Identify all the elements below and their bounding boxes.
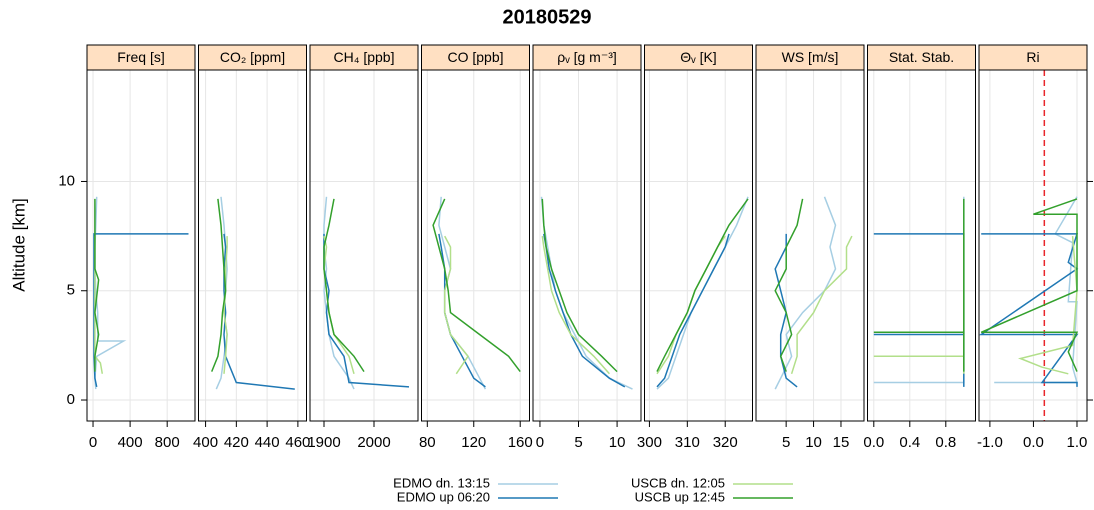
x-tick-label: 800 xyxy=(155,434,180,451)
profile-line xyxy=(541,235,610,375)
strip-title: Stat. Stab. xyxy=(889,49,954,65)
x-tick-label: 1900 xyxy=(307,434,340,451)
x-tick-label: 160 xyxy=(508,434,533,451)
profile-line xyxy=(94,198,100,372)
y-tick-label: 10 xyxy=(58,172,75,189)
x-tick-label: 1.0 xyxy=(1067,434,1088,451)
strip-title: Θᵥ [K] xyxy=(680,49,716,65)
x-tick-label: 120 xyxy=(461,434,486,451)
strip-title: CO [ppb] xyxy=(447,49,503,65)
profile-line xyxy=(432,198,521,373)
x-tick-label: -1.0 xyxy=(977,434,1003,451)
strip-title: Freq [s] xyxy=(117,49,164,65)
x-tick-label: 300 xyxy=(637,434,662,451)
profile-line xyxy=(774,198,804,372)
strip xyxy=(532,44,642,71)
strip-title: CH₄ [ppb] xyxy=(334,49,395,65)
strip xyxy=(644,44,753,71)
panel-background xyxy=(421,70,530,421)
strip xyxy=(755,44,865,71)
profile-line xyxy=(873,198,965,372)
profile-line xyxy=(978,233,1079,387)
x-tick-label: 400 xyxy=(193,434,218,451)
strip xyxy=(421,44,530,71)
strip-title: Ri xyxy=(1026,49,1039,65)
strip-title: CO₂ [ppm] xyxy=(220,49,285,65)
profile-line xyxy=(790,235,853,375)
x-tick-label: 0.8 xyxy=(935,434,956,451)
profile-line xyxy=(211,198,227,372)
x-tick-label: 0.0 xyxy=(1023,434,1044,451)
legend-label: EDMO dn. 13:15 xyxy=(393,475,490,490)
strip xyxy=(86,44,196,71)
panel-background xyxy=(310,70,418,421)
panel-background xyxy=(644,70,753,421)
x-tick-label: 5 xyxy=(574,434,582,451)
x-tick-label: 5 xyxy=(782,434,790,451)
x-tick-label: 10 xyxy=(609,434,626,451)
x-tick-label: 400 xyxy=(118,434,143,451)
y-axis-label: Altitude [km] xyxy=(9,198,28,292)
x-tick-label: 420 xyxy=(224,434,249,451)
panel-background xyxy=(198,70,307,421)
x-tick-label: 15 xyxy=(833,434,850,451)
profile-line xyxy=(656,233,730,388)
strip-title: WS [m/s] xyxy=(782,49,839,65)
x-tick-label: 310 xyxy=(675,434,700,451)
x-tick-label: 440 xyxy=(255,434,280,451)
profile-line xyxy=(443,235,469,375)
x-tick-label: 0.0 xyxy=(863,434,884,451)
panel-background xyxy=(756,70,864,421)
profile-line xyxy=(994,196,1078,384)
x-tick-label: 460 xyxy=(285,434,310,451)
x-tick-label: 10 xyxy=(805,434,822,451)
y-tick-label: 0 xyxy=(67,391,75,408)
profile-line xyxy=(656,198,749,372)
legend-label: EDMO up 06:20 xyxy=(397,489,490,504)
strip xyxy=(978,44,1088,71)
x-tick-label: 320 xyxy=(713,434,738,451)
profile-line xyxy=(323,198,365,373)
profile-line xyxy=(94,236,104,374)
profile-line xyxy=(980,198,1079,372)
strip-title: ρᵥ [g m⁻³] xyxy=(557,49,617,65)
strip xyxy=(867,44,976,71)
x-tick-label: 2000 xyxy=(357,434,390,451)
x-tick-label: 0 xyxy=(89,434,97,451)
x-tick-label: 0.4 xyxy=(899,434,920,451)
x-tick-label: 0 xyxy=(536,434,544,451)
panel-background xyxy=(867,70,976,421)
chart-title: 20180529 xyxy=(503,6,592,28)
profile-line xyxy=(223,233,295,390)
legend-label: USCB up 12:45 xyxy=(635,489,725,504)
panel-background xyxy=(87,70,195,421)
panel-background xyxy=(533,70,641,421)
x-tick-label: 80 xyxy=(419,434,436,451)
y-tick-label: 5 xyxy=(67,282,75,299)
profile-line xyxy=(541,198,618,373)
legend-label: USCB dn. 12:05 xyxy=(631,475,725,490)
strip xyxy=(309,44,419,71)
profile-line xyxy=(774,196,837,390)
strip xyxy=(198,44,307,71)
